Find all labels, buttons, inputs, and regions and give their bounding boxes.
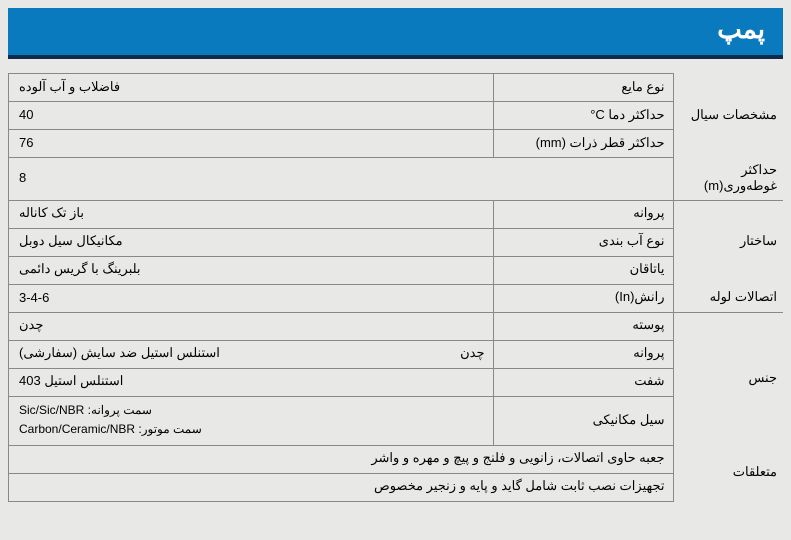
category-material: جنس <box>673 312 783 445</box>
label-max-particle: حداکثر قطر ذرات (mm) <box>493 130 673 158</box>
value-impeller-material: استنلس استیل ضد سایش (سفارشی) چدن <box>9 340 494 368</box>
category-fluid: مشخصات سیال <box>673 74 783 158</box>
impeller-note: استنلس استیل ضد سایش (سفارشی) <box>19 345 220 361</box>
label-outlet: رانش(In) <box>493 284 673 312</box>
section-header: پمپ <box>8 8 783 59</box>
label-liquid-type: نوع مایع <box>493 74 673 102</box>
label-shaft: شفت <box>493 368 673 396</box>
value-bearing: بلبرینگ با گریس دائمی <box>9 256 494 284</box>
label-mechseal: سیل مکانیکی <box>493 396 673 445</box>
label-impeller: پروانه <box>493 200 673 228</box>
value-shaft: استنلس استیل 403 <box>9 368 494 396</box>
value-impeller: باز تک کاناله <box>9 200 494 228</box>
label-max-temp: حداکثر دما C° <box>493 102 673 130</box>
value-mechseal: سمت پروانه: Sic/Sic/NBR سمت موتور: Carbo… <box>9 396 494 445</box>
header-title: پمپ <box>717 14 765 44</box>
value-seal: مکانیکال سیل دوبل <box>9 228 494 256</box>
label-casing: پوسته <box>493 312 673 340</box>
value-max-particle: 76 <box>9 130 494 158</box>
spec-table: مشخصات سیال نوع مایع فاضلاب و آب آلوده ح… <box>8 73 783 502</box>
accessories-line1: جعبه حاوی اتصالات، زانویی و فلنج و پیچ و… <box>9 445 674 473</box>
value-liquid-type: فاضلاب و آب آلوده <box>9 74 494 102</box>
accessories-line2: تجهیزات نصب ثابت شامل گاید و پایه و زنجی… <box>9 473 674 501</box>
label-seal: نوع آب بندی <box>493 228 673 256</box>
value-submergence: 8 <box>9 158 674 201</box>
category-accessories: متعلقات <box>673 445 783 501</box>
value-casing: چدن <box>9 312 494 340</box>
category-submergence: حداکثر غوطه‌وری(m) <box>673 158 783 201</box>
value-max-temp: 40 <box>9 102 494 130</box>
category-structure: ساختار <box>673 200 783 284</box>
label-bearing: یاتاقان <box>493 256 673 284</box>
label-impeller-material: پروانه <box>493 340 673 368</box>
mechseal-line2: سمت موتور: Carbon/Ceramic/NBR <box>19 420 485 439</box>
value-outlet: 3-4-6 <box>9 284 494 312</box>
mechseal-line1: سمت پروانه: Sic/Sic/NBR <box>19 401 485 420</box>
category-pipe: اتصالات لوله <box>673 284 783 312</box>
impeller-main: چدن <box>460 345 484 361</box>
